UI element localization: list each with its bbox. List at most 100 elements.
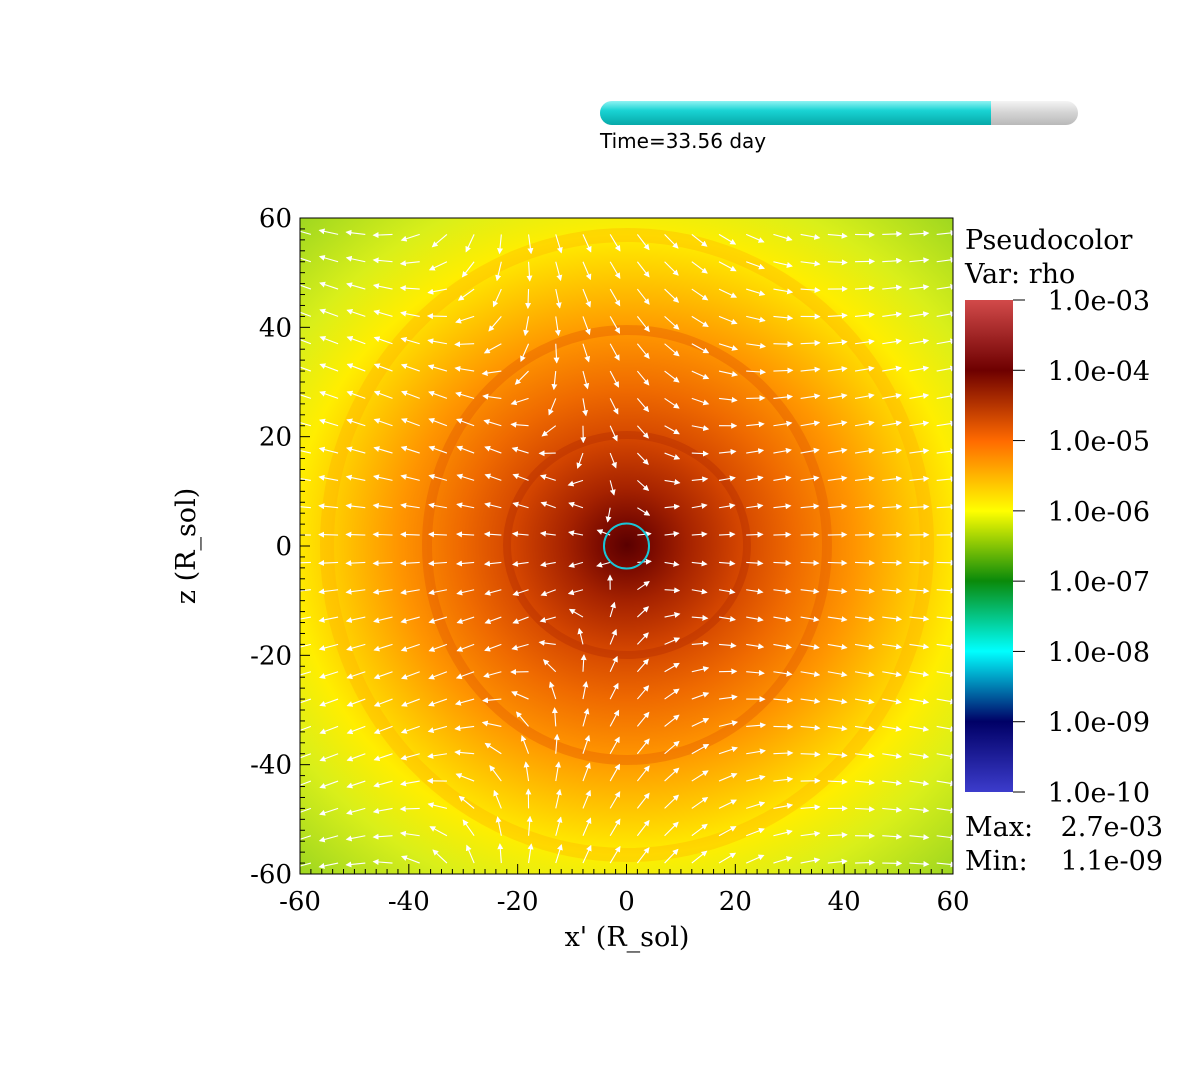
velocity-vector bbox=[773, 288, 794, 295]
velocity-vector bbox=[319, 390, 339, 399]
velocity-vector bbox=[400, 363, 420, 372]
velocity-vector bbox=[542, 659, 557, 673]
velocity-vector bbox=[691, 370, 710, 380]
velocity-vector bbox=[318, 643, 339, 651]
velocity-vector bbox=[541, 425, 557, 437]
velocity-vector bbox=[936, 283, 953, 290]
velocity-vector bbox=[773, 393, 794, 400]
velocity-vector bbox=[523, 316, 530, 337]
velocity-vector bbox=[345, 255, 366, 263]
velocity-vector bbox=[609, 425, 618, 442]
velocity-vector bbox=[718, 826, 737, 837]
velocity-vector bbox=[319, 753, 339, 762]
velocity-vector bbox=[691, 450, 709, 457]
velocity-vector bbox=[319, 363, 339, 372]
velocity-vector bbox=[456, 473, 475, 481]
y-tick-label: -20 bbox=[250, 641, 292, 671]
velocity-vector bbox=[746, 503, 764, 510]
velocity-vector bbox=[664, 560, 680, 567]
velocity-vector bbox=[636, 452, 649, 465]
velocity-vector bbox=[553, 733, 560, 754]
velocity-vector bbox=[691, 425, 710, 432]
velocity-vector bbox=[318, 835, 339, 843]
velocity-vector bbox=[909, 503, 930, 510]
velocity-vector bbox=[854, 311, 875, 318]
velocity-vector bbox=[609, 763, 621, 782]
velocity-vector bbox=[427, 338, 448, 345]
velocity-vector bbox=[372, 833, 393, 840]
velocity-vector bbox=[936, 780, 953, 787]
velocity-vector bbox=[882, 833, 903, 840]
x-axis-ticks bbox=[299, 864, 954, 874]
velocity-vector bbox=[428, 502, 448, 509]
velocity-vector bbox=[372, 531, 393, 538]
velocity-vector bbox=[300, 835, 312, 840]
velocity-vector bbox=[318, 474, 339, 481]
velocity-vector bbox=[318, 254, 339, 263]
velocity-vector bbox=[854, 779, 875, 786]
velocity-vector bbox=[936, 311, 953, 318]
velocity-vector bbox=[582, 762, 591, 782]
velocity-vector bbox=[527, 843, 534, 864]
velocity-vector bbox=[346, 753, 366, 762]
velocity-vector bbox=[636, 234, 650, 251]
velocity-vector bbox=[346, 698, 366, 707]
velocity-vector bbox=[346, 725, 366, 735]
velocity-vector bbox=[773, 588, 792, 595]
velocity-vector bbox=[372, 474, 393, 481]
velocity-vector bbox=[346, 446, 366, 454]
velocity-vector bbox=[454, 698, 475, 706]
velocity-vector bbox=[854, 365, 875, 372]
velocity-vector bbox=[855, 806, 876, 813]
velocity-vector bbox=[456, 502, 475, 509]
velocity-vector bbox=[300, 506, 311, 509]
min-value: 1.1e-09 bbox=[1061, 846, 1163, 877]
velocity-vector bbox=[936, 861, 953, 868]
velocity-vector bbox=[746, 801, 766, 809]
velocity-vector bbox=[664, 425, 680, 435]
velocity-vector bbox=[800, 340, 821, 347]
velocity-vector bbox=[664, 688, 680, 700]
velocity-vector bbox=[428, 445, 448, 454]
velocity-vector bbox=[432, 849, 448, 864]
velocity-vector bbox=[718, 694, 738, 701]
legend-variable: Var: rho bbox=[964, 259, 1075, 290]
velocity-vector bbox=[855, 503, 875, 510]
x-tick-label: -40 bbox=[388, 887, 430, 917]
velocity-vector bbox=[800, 751, 821, 758]
velocity-vector bbox=[400, 671, 420, 680]
time-progress-bar bbox=[600, 101, 1078, 125]
velocity-vector bbox=[462, 819, 475, 837]
velocity-vector bbox=[718, 448, 737, 455]
velocity-vector bbox=[582, 316, 591, 336]
velocity-vector bbox=[691, 588, 708, 595]
velocity-vector bbox=[428, 616, 448, 624]
velocity-vector bbox=[300, 257, 312, 263]
velocity-vector bbox=[300, 311, 312, 317]
velocity-vector bbox=[373, 616, 393, 624]
colorbar-label: 1.0e-10 bbox=[1048, 778, 1150, 809]
velocity-vector bbox=[346, 282, 366, 290]
velocity-vector bbox=[773, 856, 793, 864]
velocity-vector bbox=[691, 770, 709, 782]
velocity-vector bbox=[664, 479, 681, 485]
velocity-vector bbox=[456, 445, 475, 454]
velocity-vector bbox=[511, 446, 529, 454]
velocity-vector bbox=[882, 338, 903, 345]
velocity-vector bbox=[609, 234, 621, 252]
velocity-vector bbox=[936, 671, 953, 677]
velocity-vector bbox=[718, 315, 738, 325]
velocity-vector bbox=[400, 336, 420, 345]
velocity-vector bbox=[773, 560, 792, 567]
velocity-vector bbox=[800, 447, 820, 454]
density-structures bbox=[320, 228, 934, 862]
velocity-vector bbox=[346, 418, 366, 427]
velocity-vector bbox=[605, 507, 612, 523]
velocity-vector bbox=[691, 476, 709, 483]
velocity-vector bbox=[318, 616, 339, 623]
velocity-vector bbox=[319, 725, 339, 735]
velocity-vector bbox=[800, 857, 821, 864]
velocity-vector bbox=[318, 446, 339, 454]
velocity-vector bbox=[691, 666, 710, 673]
velocity-vector bbox=[346, 807, 366, 816]
